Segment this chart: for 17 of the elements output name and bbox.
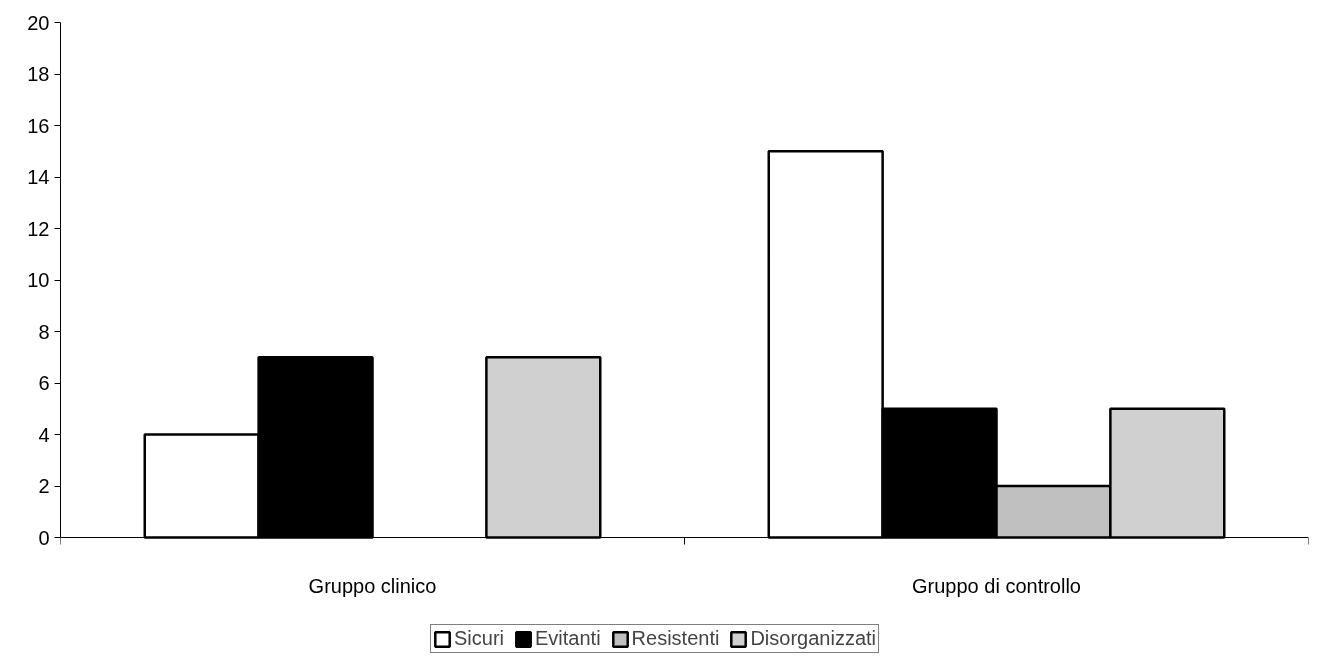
y-tick-label: 16 <box>27 114 50 137</box>
x-tick-label: Gruppo di controllo <box>912 574 1081 597</box>
y-tick-label: 20 <box>27 11 50 34</box>
y-tick-label: 0 <box>38 526 50 549</box>
y-tick-label: 8 <box>38 320 50 343</box>
legend-label: Disorganizzati <box>750 627 877 650</box>
y-tick-label: 18 <box>27 63 50 85</box>
x-tick-label: Gruppo clinico <box>308 574 437 597</box>
y-tick-label: 10 <box>27 269 50 291</box>
y-tick-label: 4 <box>38 423 50 446</box>
legend-label: Sicuri <box>454 627 505 650</box>
y-tick-label: 6 <box>38 372 50 394</box>
legend-label: Evitanti <box>535 627 601 650</box>
y-tick-label: 12 <box>27 217 50 240</box>
y-tick-label: 2 <box>38 475 50 497</box>
y-tick-label: 14 <box>27 166 50 188</box>
legend-label: Resistenti <box>631 627 720 650</box>
